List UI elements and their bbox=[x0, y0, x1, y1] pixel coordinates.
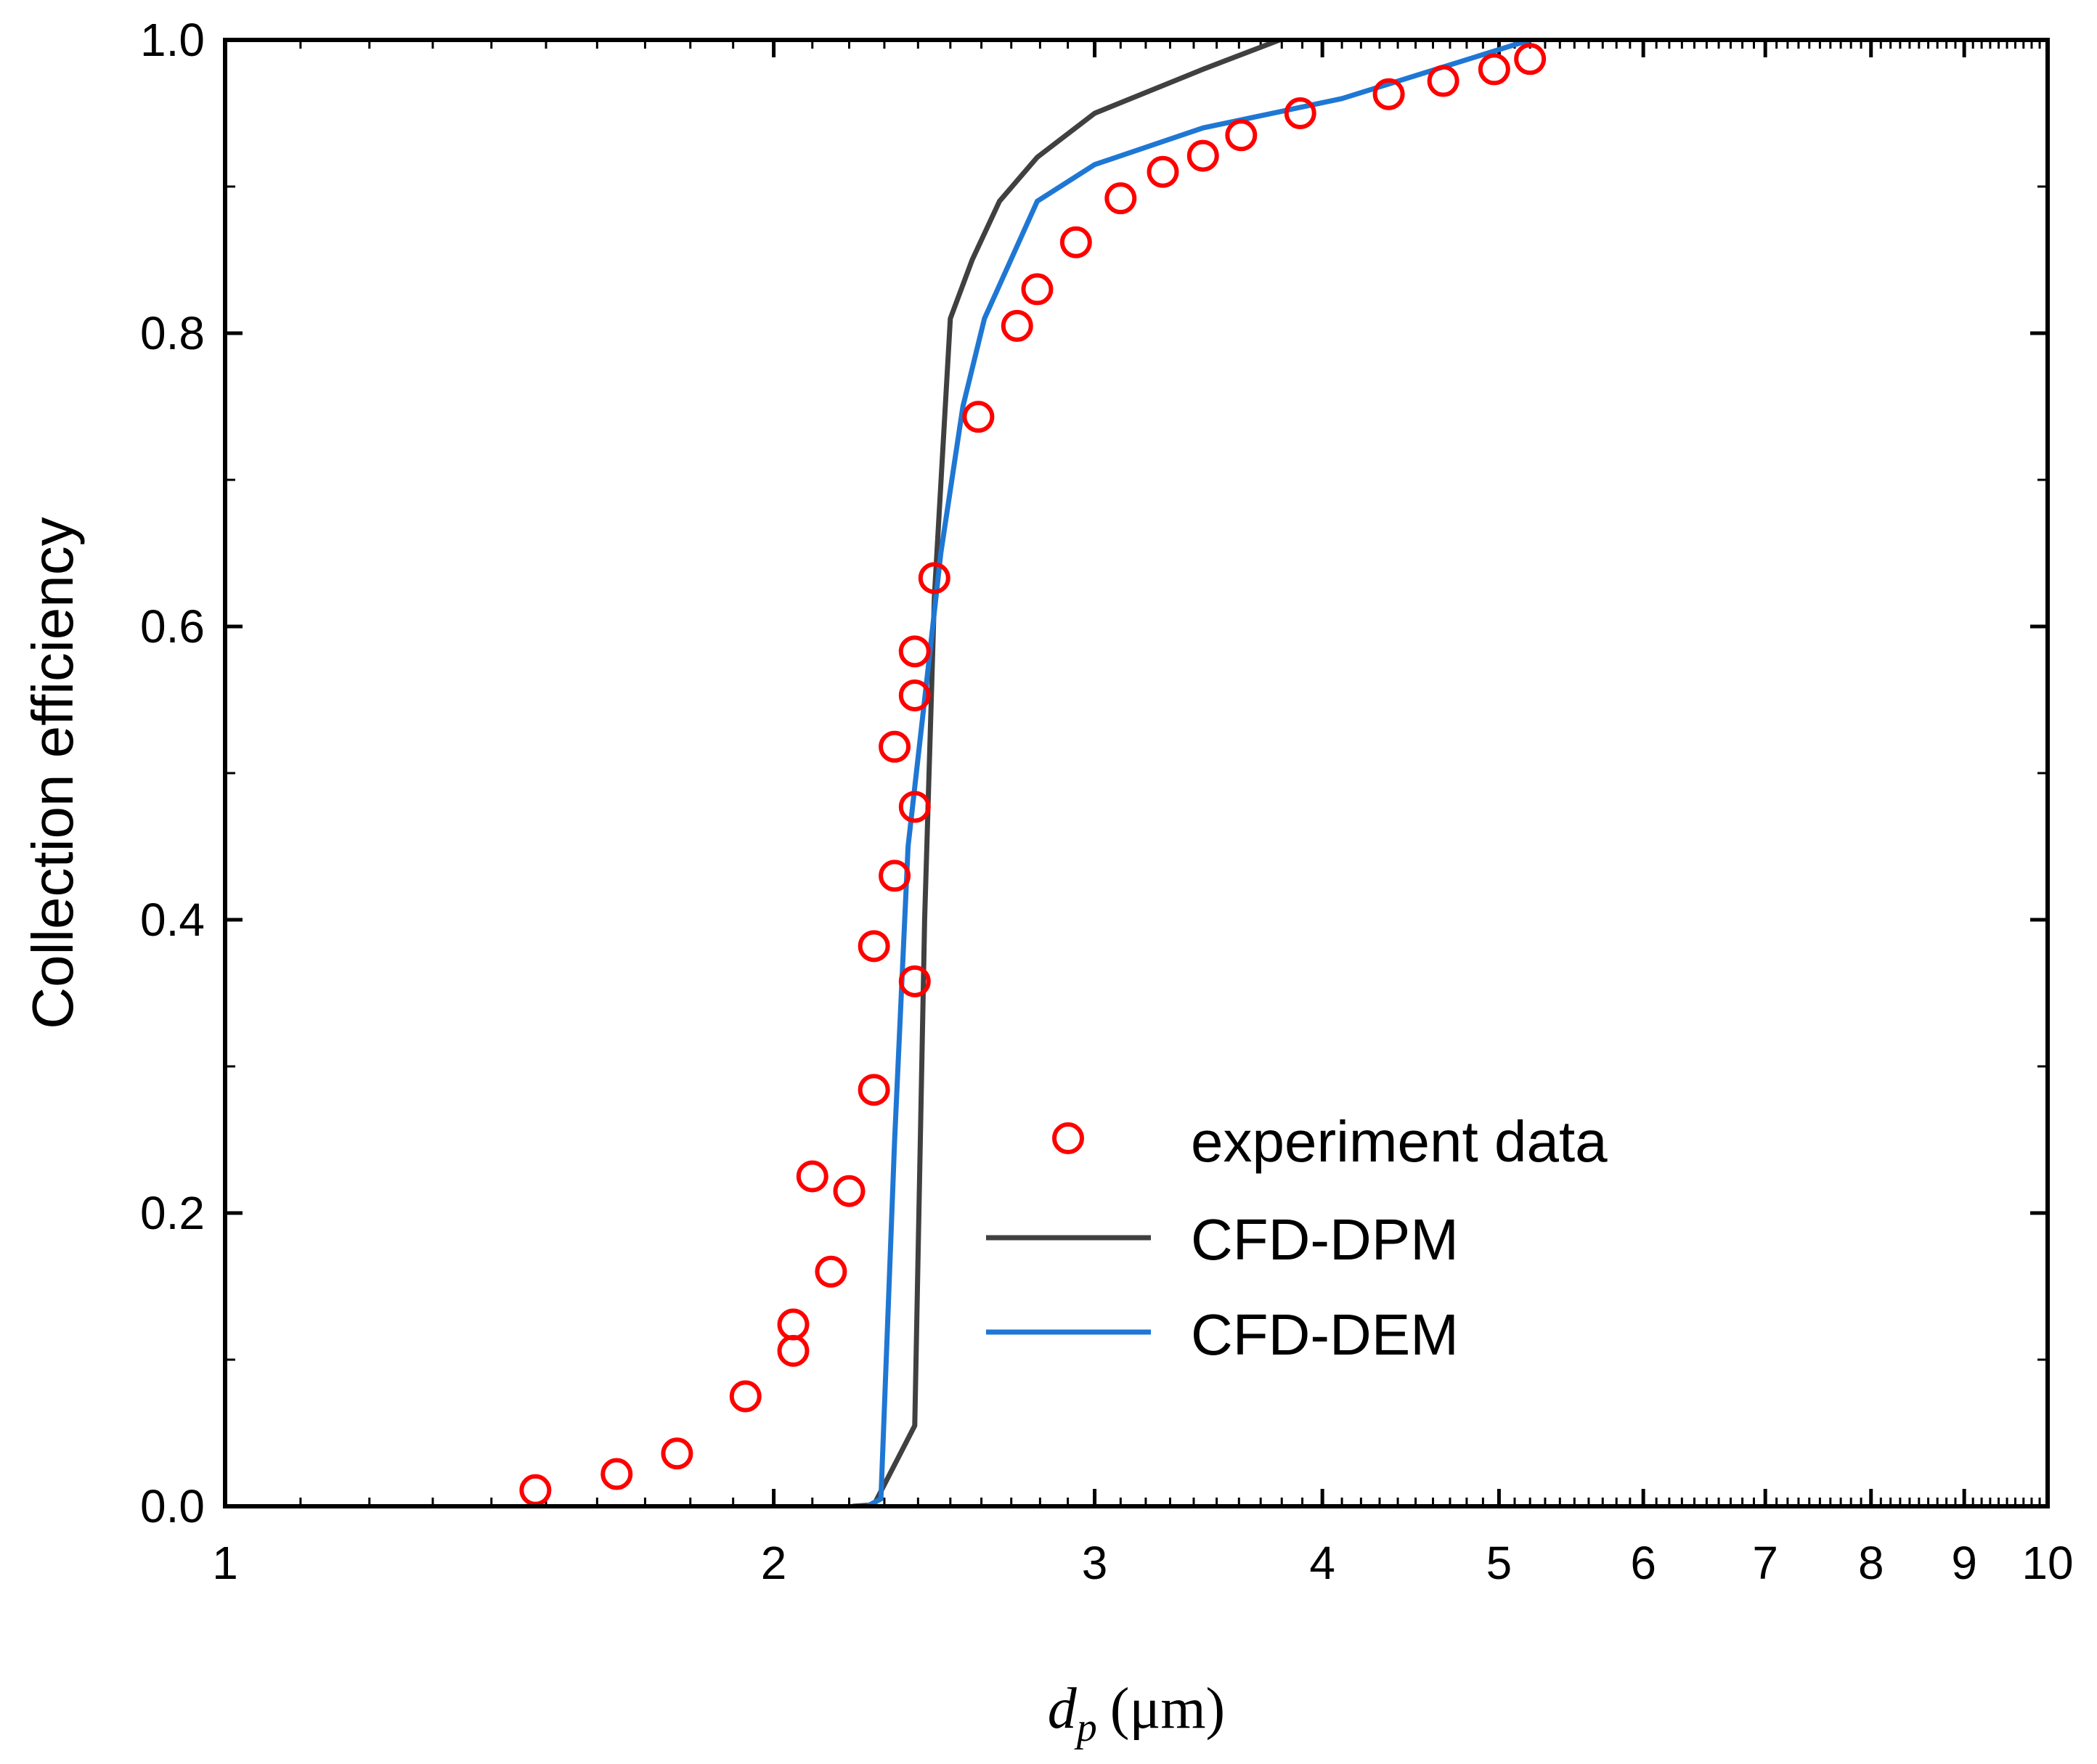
data-point-experiment bbox=[1478, 53, 1510, 86]
y-axis-title: Collection efficiency bbox=[20, 517, 85, 1029]
y-tick-labels: 0.0 0.2 0.4 0.6 0.8 1.0 bbox=[140, 14, 205, 1532]
y-tick-label: 0.6 bbox=[140, 600, 205, 653]
x-axis-subscript: p bbox=[1074, 1705, 1097, 1750]
series-line-cfd-dem bbox=[866, 40, 1531, 1506]
data-point-experiment bbox=[777, 1334, 810, 1367]
plot-frame bbox=[223, 38, 2050, 1508]
data-point-experiment bbox=[1284, 97, 1316, 129]
major-ticks bbox=[223, 38, 2050, 1508]
data-point-experiment bbox=[1514, 43, 1547, 75]
x-tick-label: 5 bbox=[1486, 1537, 1512, 1589]
data-point-experiment bbox=[858, 1074, 890, 1106]
y-tick-label: 0.0 bbox=[140, 1480, 205, 1532]
x-tick-label: 3 bbox=[1082, 1537, 1108, 1589]
data-point-experiment bbox=[661, 1437, 693, 1470]
x-tick-label: 4 bbox=[1309, 1537, 1335, 1589]
data-point-experiment bbox=[898, 965, 931, 997]
minor-ticks bbox=[225, 40, 2048, 1506]
x-axis-variable: d bbox=[1048, 1677, 1078, 1741]
data-point-experiment bbox=[898, 791, 931, 823]
data-point-experiment bbox=[1021, 273, 1054, 306]
x-tick-label: 1 bbox=[212, 1537, 238, 1589]
data-point-experiment bbox=[879, 859, 911, 892]
legend: experiment data CFD-DPM CFD-DEM bbox=[986, 1109, 1608, 1367]
data-point-experiment bbox=[1372, 78, 1405, 110]
y-tick-label: 0.8 bbox=[140, 307, 205, 359]
legend-label-experiment: experiment data bbox=[1191, 1109, 1608, 1174]
x-tick-label: 10 bbox=[2021, 1537, 2073, 1589]
data-point-experiment bbox=[796, 1160, 828, 1193]
data-point-experiment bbox=[777, 1308, 810, 1341]
data-point-experiment bbox=[1147, 155, 1179, 188]
x-tick-label: 2 bbox=[761, 1537, 787, 1589]
data-point-experiment bbox=[833, 1175, 866, 1207]
data-point-experiment bbox=[898, 635, 931, 668]
data-point-experiment bbox=[918, 562, 950, 595]
x-axis-unit: (μm) bbox=[1110, 1677, 1225, 1741]
data-point-experiment bbox=[962, 401, 995, 433]
series-layer bbox=[519, 40, 1547, 1506]
data-point-experiment bbox=[729, 1380, 762, 1413]
data-point-experiment bbox=[1186, 139, 1219, 172]
x-tick-label: 6 bbox=[1630, 1537, 1656, 1589]
y-tick-label: 0.4 bbox=[140, 894, 205, 946]
data-point-experiment bbox=[858, 930, 890, 963]
data-point-experiment bbox=[600, 1458, 633, 1490]
data-point-experiment bbox=[898, 679, 931, 711]
y-tick-label: 1.0 bbox=[140, 14, 205, 66]
data-point-experiment bbox=[815, 1255, 847, 1288]
data-point-experiment bbox=[1427, 65, 1459, 97]
x-tick-label: 7 bbox=[1752, 1537, 1778, 1589]
data-point-experiment bbox=[1001, 309, 1033, 342]
data-point-experiment bbox=[1059, 226, 1092, 258]
data-point-experiment bbox=[879, 730, 911, 763]
x-tick-label: 9 bbox=[1951, 1537, 1977, 1589]
y-tick-label: 0.2 bbox=[140, 1187, 205, 1239]
data-point-experiment bbox=[1225, 119, 1258, 152]
series-line-cfd-dpm bbox=[852, 40, 1281, 1506]
data-point-experiment bbox=[1104, 182, 1137, 215]
x-tick-labels: 1 2 3 4 5 6 7 8 9 10 bbox=[212, 1537, 2073, 1589]
data-point-experiment bbox=[519, 1474, 552, 1506]
x-tick-label: 8 bbox=[1858, 1537, 1884, 1589]
legend-label-cfd-dem: CFD-DEM bbox=[1191, 1302, 1459, 1367]
x-axis-title: dp (μm) bbox=[1048, 1677, 1225, 1750]
legend-label-cfd-dpm: CFD-DPM bbox=[1191, 1207, 1459, 1272]
legend-marker-experiment bbox=[1052, 1122, 1084, 1154]
